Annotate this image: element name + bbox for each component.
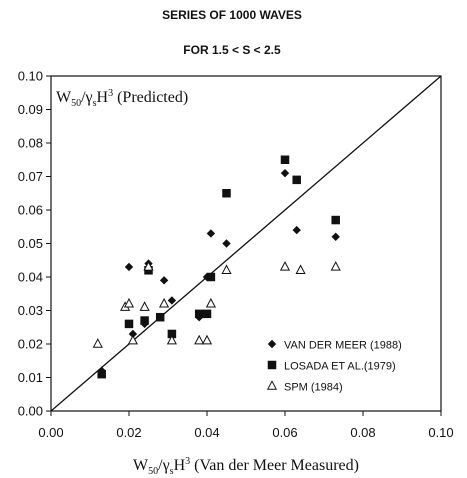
legend-label: LOSADA ET AL.(1979) [284,361,396,373]
spm-point [123,297,135,308]
van-der-meer-point [222,239,231,248]
spm-point [143,261,154,271]
legend: VAN DER MEER (1988) LOSADA ET AL.(1979) SP… [266,339,402,394]
x-axis-ticks: 0.00 0.02 0.04 0.06 0.08 0.10 [38,411,454,440]
y-tick-label: 0.07 [18,169,43,184]
x-tick-label: 0.02 [116,425,141,440]
x-tick-label: 0.08 [350,425,375,440]
spm-point [127,334,138,345]
spm-point [330,261,341,271]
y-tick-label: 0.10 [18,69,43,84]
chart-subtitle: FOR 1.5 < S < 2.5 [183,43,281,57]
x-axis-label: W50/γsH3 (Van der Meer Measured) [133,456,359,477]
losada-point [331,215,340,225]
spm-point [166,334,177,345]
spm-point [221,264,232,274]
losada-point [97,369,106,379]
y-axis-label: W50/γsH3 (Predicted) [56,88,188,109]
y-tick-label: 0.08 [18,136,43,151]
y-tick-label: 0.00 [18,404,43,419]
y-tick-label: 0.06 [18,203,43,218]
y-tick-label: 0.02 [18,337,43,352]
spm-point [201,334,213,345]
losada-point [222,189,231,198]
legend-marker [266,380,278,390]
data-points [92,155,341,379]
legend-label: VAN DER MEER (1988) [284,340,402,352]
losada-point [194,309,204,319]
spm-point [194,334,205,345]
spm-point [159,297,170,308]
legend-marker [267,339,277,349]
losada-point [206,272,216,282]
van-der-meer-point [292,225,301,235]
losada-point [167,329,177,339]
x-tick-label: 0.04 [194,425,219,440]
x-tick-label: 0.06 [272,425,297,440]
spm-point [295,264,306,274]
losada-point [124,319,134,329]
van-der-meer-point [128,329,138,339]
van-der-meer-point [331,232,340,241]
y-tick-label: 0.05 [18,236,43,251]
losada-point [155,312,165,322]
spm-point [279,261,291,271]
spm-point [139,301,150,311]
equality-reference-line [50,75,442,412]
losada-point [292,175,301,185]
van-der-meer-point [124,262,134,272]
losada-point [202,309,212,319]
x-tick-label: 0.00 [38,425,63,440]
y-tick-label: 0.04 [18,270,43,285]
spm-point [92,338,103,348]
losada-point [140,316,149,325]
chart-title: SERIES OF 1000 WAVES [162,8,302,22]
legend-marker [267,360,277,370]
van-der-meer-point [167,296,177,305]
x-tick-label: 0.10 [428,425,453,440]
legend-label: SPM (1984) [284,382,343,394]
van-der-meer-point [159,276,169,285]
y-axis-ticks: 0.00 0.01 0.02 0.03 0.04 0.05 0.06 0.07 0.08 0.09… [18,69,51,419]
van-der-meer-point [280,168,290,178]
y-tick-label: 0.03 [18,303,43,318]
spm-point [205,297,216,308]
losada-point [280,155,290,164]
y-tick-label: 0.09 [18,102,43,117]
van-der-meer-point [206,229,216,238]
y-tick-label: 0.01 [18,370,43,385]
